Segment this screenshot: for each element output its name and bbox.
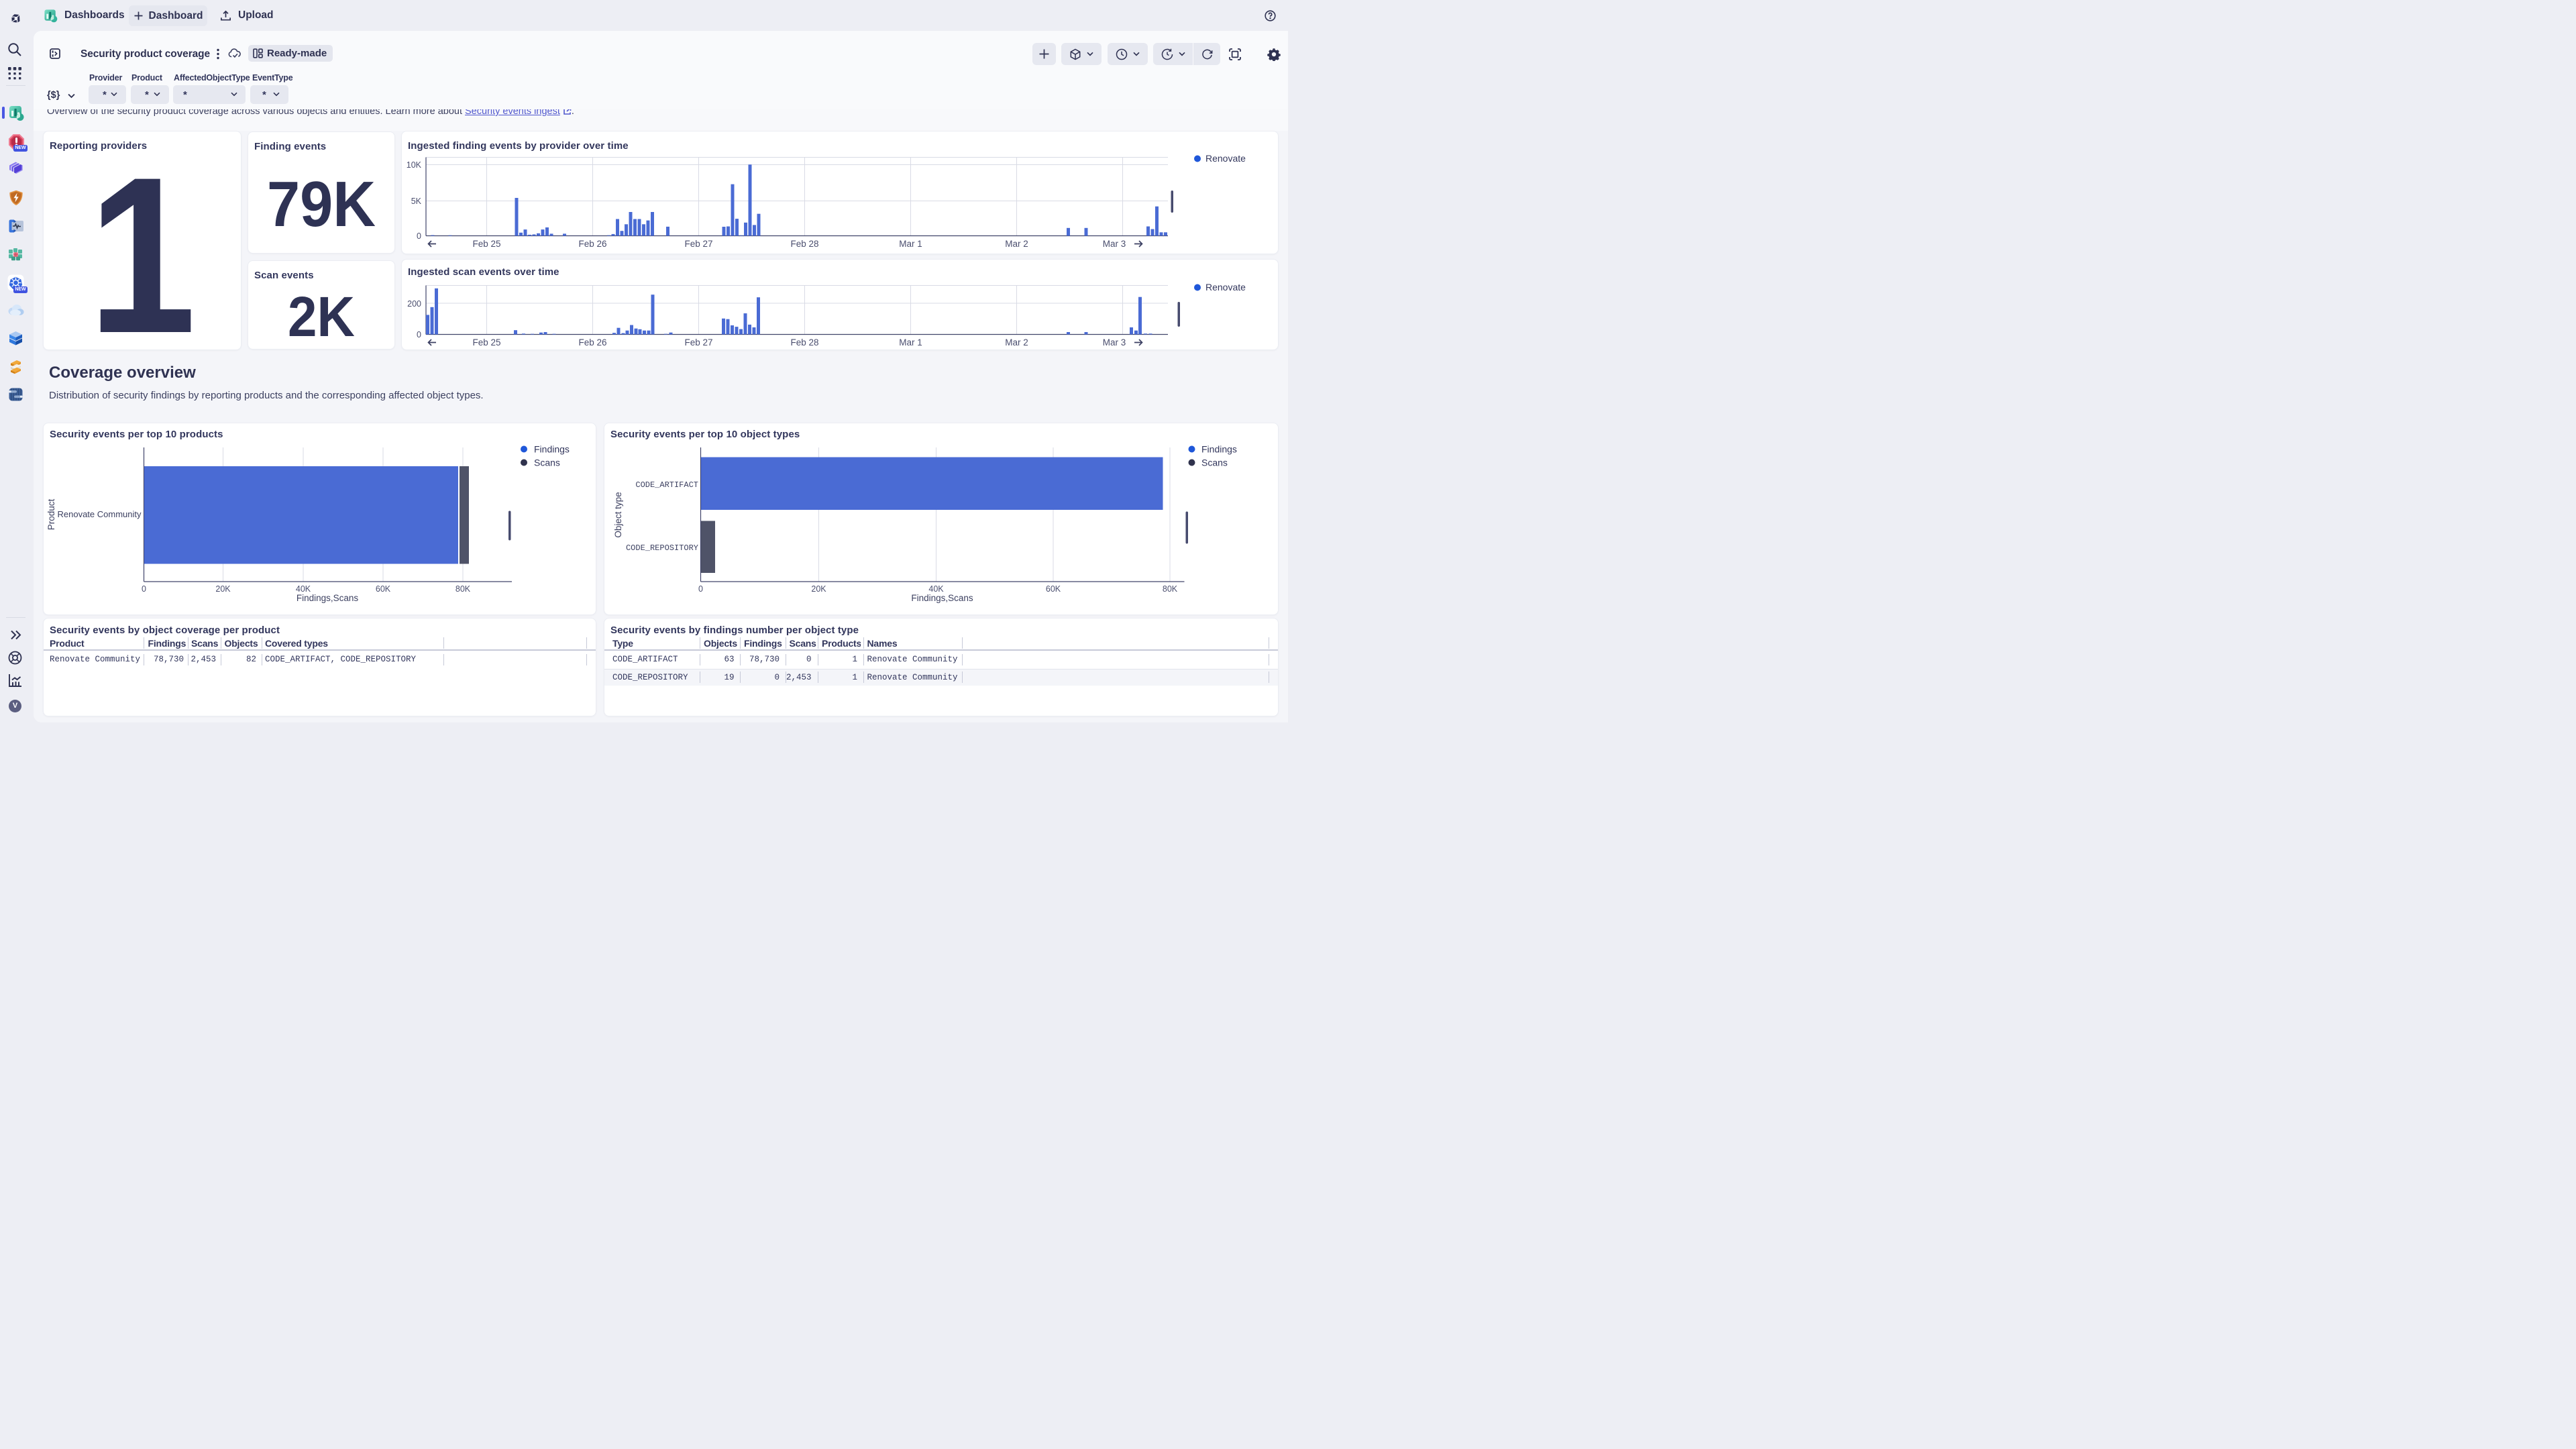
svg-text:Scans: Scans: [534, 458, 560, 468]
svg-text:Renovate Community: Renovate Community: [58, 509, 142, 519]
svg-text:Renovate: Renovate: [1205, 153, 1246, 164]
svg-text:Mar 3: Mar 3: [1103, 239, 1126, 249]
svg-text:Feb 27: Feb 27: [684, 337, 712, 347]
svg-text:Mar 3: Mar 3: [1103, 337, 1126, 347]
svg-text:Mar 1: Mar 1: [899, 239, 922, 249]
svg-text:20K: 20K: [215, 584, 231, 594]
svg-text:Feb 26: Feb 26: [578, 239, 606, 249]
svg-text:0: 0: [417, 231, 421, 241]
svg-text:Feb 27: Feb 27: [684, 239, 712, 249]
svg-text:40K: 40K: [928, 584, 944, 594]
svg-text:Object type: Object type: [613, 492, 623, 537]
svg-text:Product: Product: [46, 498, 56, 530]
svg-text:CODE_ARTIFACT: CODE_ARTIFACT: [635, 480, 698, 490]
svg-text:80K: 80K: [455, 584, 471, 594]
svg-text:0: 0: [698, 584, 703, 594]
svg-text:40K: 40K: [296, 584, 311, 594]
svg-text:0: 0: [417, 330, 421, 339]
svg-text:Feb 28: Feb 28: [790, 239, 818, 249]
svg-text:Mar 1: Mar 1: [899, 337, 922, 347]
svg-text:Findings,Scans: Findings,Scans: [297, 593, 359, 603]
svg-text:Renovate: Renovate: [1205, 282, 1246, 292]
svg-text:10K: 10K: [407, 160, 422, 170]
svg-text:Feb 25: Feb 25: [472, 337, 500, 347]
svg-text:Feb 28: Feb 28: [790, 337, 818, 347]
svg-text:Feb 25: Feb 25: [472, 239, 500, 249]
svg-text:Findings,Scans: Findings,Scans: [911, 593, 973, 603]
svg-text:60K: 60K: [376, 584, 391, 594]
svg-text:Scans: Scans: [1201, 458, 1228, 468]
svg-text:CODE_REPOSITORY: CODE_REPOSITORY: [626, 543, 698, 553]
svg-text:200: 200: [407, 299, 421, 309]
svg-text:5K: 5K: [411, 197, 422, 206]
svg-text:Findings: Findings: [534, 444, 570, 455]
svg-text:Feb 26: Feb 26: [578, 337, 606, 347]
svg-text:Mar 2: Mar 2: [1005, 337, 1028, 347]
svg-text:80K: 80K: [1163, 584, 1178, 594]
svg-text:0: 0: [142, 584, 146, 594]
svg-text:Mar 2: Mar 2: [1005, 239, 1028, 249]
svg-text:60K: 60K: [1046, 584, 1061, 594]
svg-text:20K: 20K: [811, 584, 826, 594]
svg-text:Findings: Findings: [1201, 444, 1237, 455]
